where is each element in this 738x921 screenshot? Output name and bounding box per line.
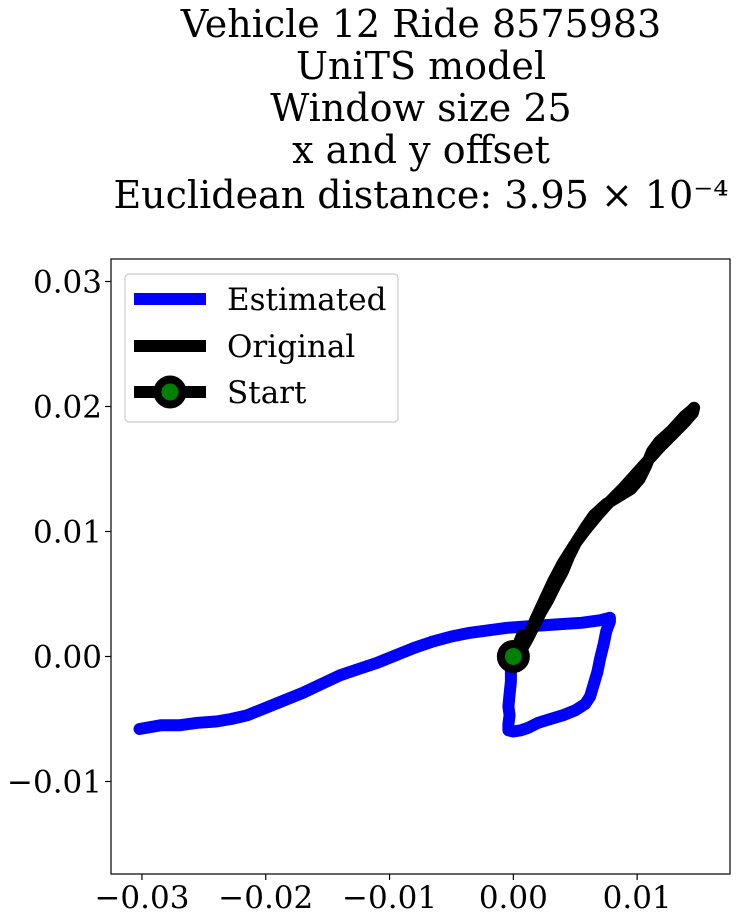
- y-tick-label: 0.00: [33, 640, 102, 676]
- x-tick-label: −0.03: [94, 880, 189, 916]
- x-tick-label: 0.01: [603, 880, 672, 916]
- x-tick-label: −0.02: [218, 880, 313, 916]
- title-line-5: Euclidean distance: 3.95 × 10⁻⁴: [113, 173, 728, 217]
- title-line-1: Vehicle 12 Ride 8575983: [180, 2, 661, 46]
- title-line-4: x and y offset: [292, 128, 550, 172]
- plot-lines: [133, 401, 701, 738]
- legend-label-start: Start: [227, 375, 307, 411]
- y-axis: −0.01 0.00 0.01 0.02 0.03: [7, 265, 111, 801]
- title-line-2: UniTS model: [296, 44, 546, 88]
- legend: Estimated Original Start: [124, 273, 399, 423]
- legend-box: [124, 273, 399, 423]
- x-tick-label: −0.01: [342, 880, 437, 916]
- start-marker: [496, 640, 530, 673]
- y-tick-label: −0.01: [7, 765, 102, 801]
- y-tick-label: 0.03: [33, 265, 102, 301]
- chart-title: Vehicle 12 Ride 8575983 UniTS model Wind…: [113, 2, 728, 217]
- title-line-3: Window size 25: [270, 86, 571, 130]
- x-axis: −0.03 −0.02 −0.01 0.00 0.01: [94, 874, 672, 916]
- y-tick-label: 0.01: [33, 515, 102, 551]
- legend-label-original: Original: [227, 329, 355, 365]
- y-tick-label: 0.02: [33, 390, 102, 426]
- plot-frame: [110, 258, 731, 875]
- start-point: [496, 640, 530, 673]
- legend-marker-start: [153, 375, 187, 409]
- series-line-original: [507, 401, 701, 663]
- series-line-estimated: [133, 611, 616, 738]
- legend-label-estimated: Estimated: [227, 282, 386, 318]
- x-tick-label: 0.00: [479, 880, 548, 916]
